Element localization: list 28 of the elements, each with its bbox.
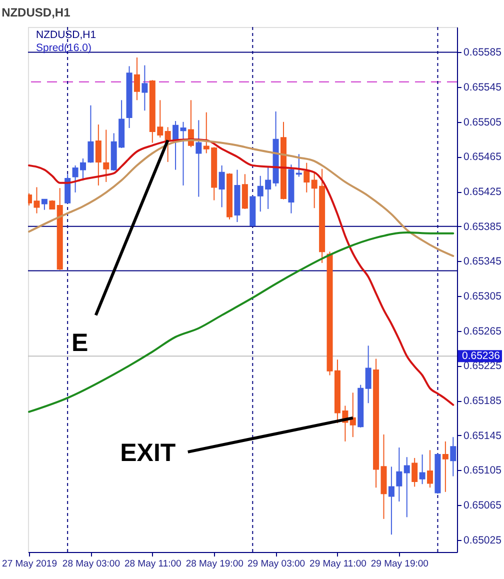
y-tick-label: 0.65385 (464, 220, 502, 233)
x-tick-label: 27 May 2019 (2, 558, 57, 570)
y-tick-label: 0.65145 (464, 430, 502, 442)
y-tick-label: 0.65105 (464, 464, 502, 477)
x-tick-label: 28 May 03:00 (62, 558, 120, 570)
y-tick-label: 0.65425 (464, 186, 502, 198)
y-tick-label: 0.65505 (464, 116, 502, 128)
y-tick-label: 0.65465 (464, 151, 502, 164)
y-tick-label: 0.65545 (464, 82, 502, 94)
ref-line-label: 0.65236 (462, 350, 500, 362)
x-tick-label: 29 May 11:00 (310, 558, 366, 570)
chart-title: NZDUSD,H1 (36, 29, 96, 41)
x-tick-label: 28 May 19:00 (186, 558, 244, 570)
x-tick-label: 29 May 03:00 (248, 558, 306, 570)
y-tick-label: 0.65185 (464, 395, 502, 408)
x-tick-label: 29 May 19:00 (370, 558, 428, 570)
chart-title: NZDUSD,H1 (2, 6, 70, 20)
annotation: Spred(16.0) (36, 42, 92, 54)
annotation: EXIT (120, 438, 176, 467)
x-tick-label: 28 May 11:00 (124, 558, 182, 570)
y-tick-label: 0.65225 (464, 360, 502, 372)
y-tick-label: 0.65025 (464, 534, 502, 546)
y-tick-label: 0.65305 (464, 290, 502, 303)
annotation: E (71, 329, 88, 358)
y-tick-label: 0.65345 (464, 256, 502, 268)
y-tick-label: 0.65585 (464, 46, 502, 59)
y-tick-label: 0.65065 (464, 499, 502, 512)
y-tick-label: 0.65265 (464, 325, 502, 338)
